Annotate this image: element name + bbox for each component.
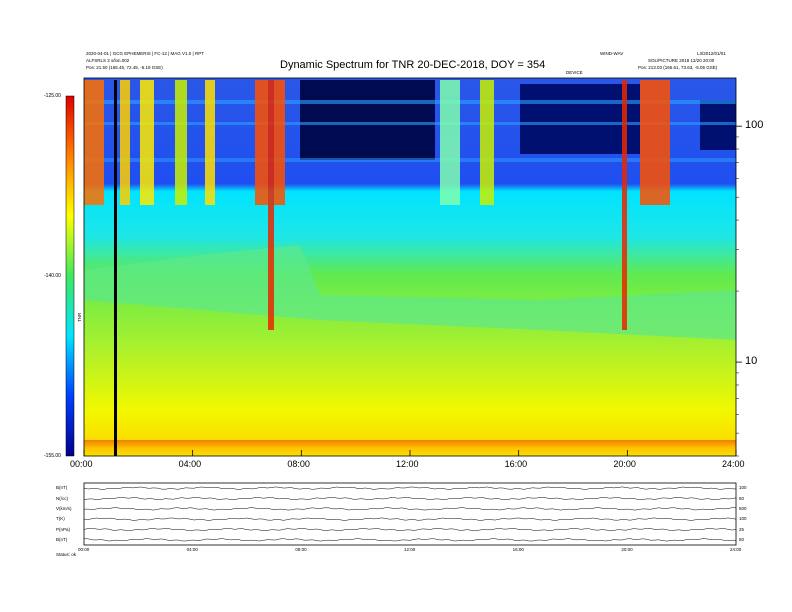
header-device-label: DEVICE <box>566 70 583 75</box>
panel-x-tick-label: 12:00 <box>404 547 416 552</box>
panel-label: N(/cc) <box>56 495 68 501</box>
x-tick-label: 16:00 <box>504 459 528 469</box>
panel-x-tick-label: 24:00 <box>730 547 742 552</box>
header-position-right: Pos: 213.03 (165.61, 73.63, -5.05 GSE) <box>638 65 718 70</box>
panel-scale-label: 25 <box>739 526 745 532</box>
panel-label: V(km/s) <box>56 505 72 511</box>
header-solar-info: SOL/PICTURE 2018 12/20 20:00 <box>648 58 715 63</box>
colorbar-label: TNR <box>77 312 82 322</box>
header-info-line-1: 2020-04-01 | GCG EPHEMERIS | FC-12 | MAG… <box>86 51 204 56</box>
panel-label: P(nPa) <box>56 526 71 532</box>
colorbar <box>65 95 75 457</box>
panel-x-tick-label: 20:00 <box>621 547 633 552</box>
panel-x-tick-label: 00:00 <box>78 547 90 552</box>
panel-scale-label: 50 <box>739 536 745 542</box>
time-marker-line <box>114 80 117 456</box>
x-tick-label: 20:00 <box>613 459 636 469</box>
panel-x-tick-label: 08:00 <box>295 547 307 552</box>
header-info-line-2: ALFSRLS 2 s/lon.002 <box>86 58 130 63</box>
panel-label: B(nT) <box>56 485 68 491</box>
colorbar-tick-label: -125.00 <box>44 93 61 99</box>
panel-trace <box>83 507 737 511</box>
x-tick-label: 12:00 <box>396 459 419 469</box>
panel-trace <box>83 517 737 521</box>
panel-x-tick-label: 16:00 <box>512 547 524 552</box>
panel-trace <box>83 496 737 501</box>
header-instrument: WIND-WAV <box>600 51 624 56</box>
x-axis-ticks <box>83 450 737 456</box>
panel-scale-label: 50 <box>739 495 745 501</box>
y-axis-ticks <box>736 125 742 457</box>
burst-activity <box>84 80 670 330</box>
colorbar-tick-label: -155.00 <box>44 453 61 459</box>
solar-wind-panels <box>83 482 737 546</box>
colorbar-tick-label: -140.00 <box>44 273 61 279</box>
spectrogram-dark-region <box>300 80 435 160</box>
y-tick-label: 100 <box>745 119 764 132</box>
panel-label: B(nT) <box>56 536 68 542</box>
header-file-id: L3/2012/01/01 <box>697 51 726 56</box>
panel-scale-label: 100 <box>739 516 747 522</box>
x-tick-label: 08:00 <box>287 459 310 469</box>
y-tick-label: 10 <box>745 355 758 368</box>
panel-trace <box>83 486 737 490</box>
x-tick-label: 00:00 <box>70 459 93 469</box>
panel-x-tick-label: 04:00 <box>186 547 198 552</box>
x-tick-label: 24:00 <box>722 459 745 469</box>
header-position-left: Pos: 21.50 (165.45, 72.45, -5.19 GSE) <box>86 65 163 70</box>
x-tick-label: 04:00 <box>178 459 202 469</box>
panel-trace <box>84 538 737 542</box>
panel-label: T(K) <box>56 516 65 522</box>
footer-status: Status: ok <box>56 552 77 557</box>
panels-frame <box>83 482 737 546</box>
chart-title: Dynamic Spectrum for TNR 20-DEC-2018, DO… <box>280 59 546 71</box>
panel-scale-label: 100 <box>739 485 747 491</box>
panel-trace <box>83 527 737 532</box>
panel-scale-label: 500 <box>739 505 747 511</box>
